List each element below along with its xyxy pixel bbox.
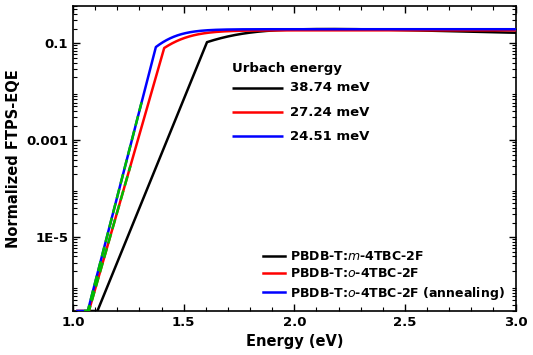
Text: 27.24 meV: 27.24 meV [290,106,369,119]
Text: 24.51 meV: 24.51 meV [290,130,369,143]
Text: 38.74 meV: 38.74 meV [290,81,369,94]
Text: Urbach energy: Urbach energy [232,62,342,75]
X-axis label: Energy (eV): Energy (eV) [246,334,343,349]
Y-axis label: Normalized FTPS-EQE: Normalized FTPS-EQE [5,69,21,248]
Legend: PBDB-T:$\mathit{m}$-4TBC-2F, PBDB-T:$\mathit{o}$-4TBC-2F, PBDB-T:$\mathit{o}$-4T: PBDB-T:$\mathit{m}$-4TBC-2F, PBDB-T:$\ma… [263,250,505,302]
